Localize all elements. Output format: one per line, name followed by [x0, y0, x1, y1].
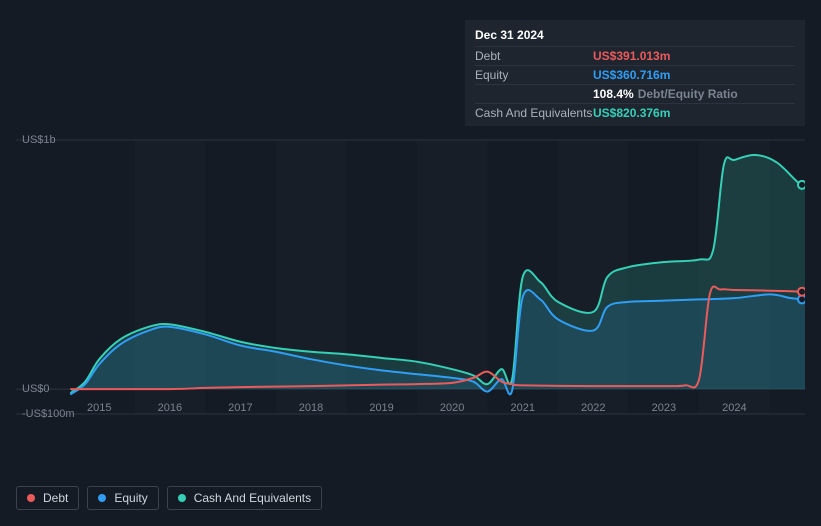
y-axis-label: US$0 [22, 383, 50, 395]
tooltip-date: Dec 31 2024 [475, 26, 795, 46]
x-axis-label: 2017 [228, 402, 252, 414]
x-axis-label: 2019 [369, 402, 393, 414]
tooltip-value: US$391.013m [593, 49, 795, 63]
x-axis-label: 2018 [299, 402, 323, 414]
legend-item-equity[interactable]: Equity [87, 486, 158, 510]
legend-dot [98, 494, 106, 502]
x-axis-label: 2015 [87, 402, 111, 414]
tooltip-label: Cash And Equivalents [475, 106, 593, 120]
tooltip-row-debt: Debt US$391.013m [475, 46, 795, 65]
chart-svg [16, 120, 805, 470]
tooltip-value: US$820.376m [593, 106, 795, 120]
x-axis-label: 2020 [440, 402, 464, 414]
x-axis-label: 2021 [510, 402, 534, 414]
legend-label: Debt [43, 491, 68, 505]
tooltip-label: Debt [475, 49, 593, 63]
legend-dot [27, 494, 35, 502]
chart-tooltip: Dec 31 2024 Debt US$391.013m Equity US$3… [465, 20, 805, 126]
x-axis-label: 2023 [652, 402, 676, 414]
chart-area: US$1b US$0 -US$100m 2015 2016 2017 2018 2019 202… [16, 120, 805, 470]
tooltip-value: US$360.716m [593, 68, 795, 82]
tooltip-row-ratio: 108.4%Debt/Equity Ratio [475, 84, 795, 103]
legend-item-debt[interactable]: Debt [16, 486, 79, 510]
legend-item-cash[interactable]: Cash And Equivalents [167, 486, 322, 510]
tooltip-label [475, 87, 593, 101]
tooltip-value: 108.4%Debt/Equity Ratio [593, 87, 795, 101]
y-axis-label: -US$100m [22, 408, 75, 420]
legend-dot [178, 494, 186, 502]
x-axis-label: 2022 [581, 402, 605, 414]
x-axis-label: 2016 [158, 402, 182, 414]
x-axis-label: 2024 [722, 402, 746, 414]
tooltip-label: Equity [475, 68, 593, 82]
legend: Debt Equity Cash And Equivalents [16, 486, 322, 510]
legend-label: Cash And Equivalents [194, 491, 311, 505]
tooltip-row-equity: Equity US$360.716m [475, 65, 795, 84]
legend-label: Equity [114, 491, 147, 505]
y-axis-label: US$1b [22, 134, 56, 146]
